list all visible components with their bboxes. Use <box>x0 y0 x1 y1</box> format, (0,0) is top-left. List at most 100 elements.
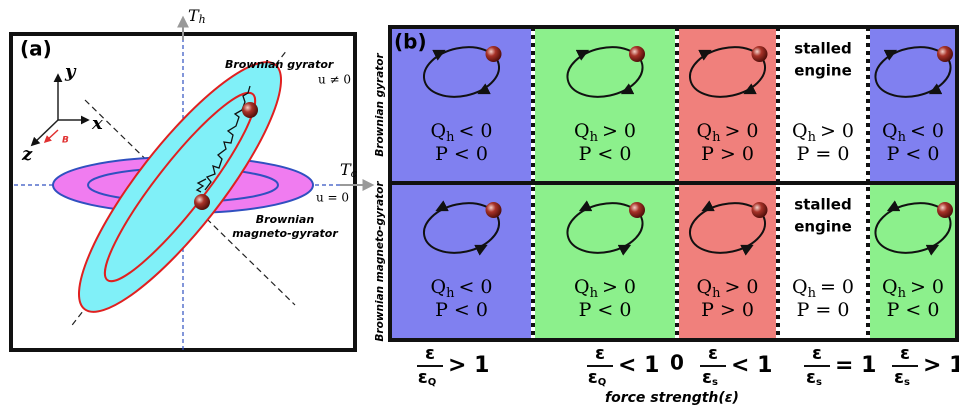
relation: > 1 <box>923 353 959 378</box>
symbol: Q <box>882 120 898 142</box>
particle <box>752 46 768 62</box>
field-letter: B <box>62 136 69 146</box>
magneto-label: Brownian <box>256 213 315 226</box>
relation: < 1 <box>618 353 659 378</box>
axis-letter: z <box>21 144 33 165</box>
panel-label: (a) <box>20 37 52 61</box>
subscript: c <box>351 167 357 180</box>
particle <box>629 202 645 218</box>
relation: > 0 <box>724 276 758 298</box>
x-title: force strength(ε) <box>605 390 739 406</box>
symbol: Q <box>430 120 446 142</box>
heat: Qh> 0 <box>696 120 758 145</box>
symbol: Q <box>882 276 898 298</box>
subscript: Q <box>428 377 437 388</box>
particle <box>937 46 953 62</box>
power: P < 0 <box>579 299 632 321</box>
symbol: ε <box>588 367 598 388</box>
power: P = 0 <box>797 143 850 165</box>
relation: < 0 <box>458 276 492 298</box>
panel-a: (a) y x z B Th Tc Brownian gyrator u ≠ 0… <box>11 6 372 351</box>
heat: Qh> 0 <box>696 276 758 301</box>
heat: Qh< 0 <box>882 120 944 145</box>
numerator: ε <box>812 343 822 364</box>
symbol: Q <box>574 276 590 298</box>
row-label: Brownian magneto-gyrator <box>374 181 386 342</box>
power: P = 0 <box>797 299 850 321</box>
heat: Qh= 0 <box>792 276 854 301</box>
relation: > 0 <box>820 120 854 142</box>
power: P > 0 <box>701 143 754 165</box>
subscript: s <box>904 377 910 388</box>
numerator: ε <box>595 343 605 364</box>
power: P < 0 <box>579 143 632 165</box>
axis-letter: y <box>64 61 77 82</box>
subscript: s <box>712 377 718 388</box>
symbol: ε <box>702 367 712 388</box>
particle <box>629 46 645 62</box>
denominator: εQ <box>418 367 437 388</box>
panel-label: (b) <box>394 30 427 54</box>
denominator: εs <box>894 367 910 388</box>
symbol: ε <box>894 367 904 388</box>
note: stalled <box>794 196 851 214</box>
power: P > 0 <box>701 299 754 321</box>
relation: > 0 <box>910 276 944 298</box>
power: P < 0 <box>887 299 940 321</box>
relation: < 1 <box>731 353 772 378</box>
denominator: εQ <box>588 367 607 388</box>
power: P < 0 <box>435 143 488 165</box>
row-label: Brownian gyrator <box>374 52 386 156</box>
heat: Qh< 0 <box>430 120 492 145</box>
heat: Qh> 0 <box>574 276 636 301</box>
heat: Qh> 0 <box>882 276 944 301</box>
denominator: εs <box>702 367 718 388</box>
subscript: s <box>816 377 822 388</box>
origin: 0 <box>670 351 684 375</box>
denominator: εs <box>806 367 822 388</box>
numerator: ε <box>708 343 718 364</box>
magneto-label: magneto-gyrator <box>232 227 338 240</box>
symbol: Q <box>574 120 590 142</box>
panel-b: Qh< 0P < 0Qh> 0P < 0Qh> 0P > 0stalledeng… <box>374 27 959 406</box>
subscript: h <box>199 13 206 26</box>
relation: > 0 <box>602 120 636 142</box>
power: P < 0 <box>887 143 940 165</box>
particle <box>486 46 502 62</box>
symbol: Q <box>792 276 808 298</box>
note: engine <box>794 62 852 80</box>
particle <box>194 194 210 210</box>
heat: Qh> 0 <box>792 120 854 145</box>
relation: < 0 <box>458 120 492 142</box>
numerator: ε <box>425 343 435 364</box>
symbol: Q <box>430 276 446 298</box>
power: P < 0 <box>435 299 488 321</box>
relation: = 0 <box>820 276 854 298</box>
relation: < 0 <box>910 120 944 142</box>
relation: > 0 <box>724 120 758 142</box>
axis-title: Th <box>188 6 206 27</box>
particle <box>937 202 953 218</box>
relation: > 0 <box>602 276 636 298</box>
heat: Qh< 0 <box>430 276 492 301</box>
symbol: ε <box>806 367 816 388</box>
numerator: ε <box>900 343 910 364</box>
gyrator-label: Brownian gyrator <box>225 58 334 71</box>
figure: (a) y x z B Th Tc Brownian gyrator u ≠ 0… <box>0 0 959 411</box>
particle <box>486 202 502 218</box>
condition: u = 0 <box>316 191 349 205</box>
relation: > 1 <box>448 353 489 378</box>
note: engine <box>794 218 852 236</box>
axis-letter: x <box>91 113 103 134</box>
condition: u ≠ 0 <box>318 73 351 87</box>
note: stalled <box>794 40 851 58</box>
relation: = 1 <box>835 353 876 378</box>
symbol: ε <box>418 367 428 388</box>
particle <box>752 202 768 218</box>
particle <box>242 102 258 118</box>
subscript: Q <box>598 377 607 388</box>
heat: Qh> 0 <box>574 120 636 145</box>
symbol: Q <box>792 120 808 142</box>
symbol: Q <box>696 120 712 142</box>
symbol: Q <box>696 276 712 298</box>
